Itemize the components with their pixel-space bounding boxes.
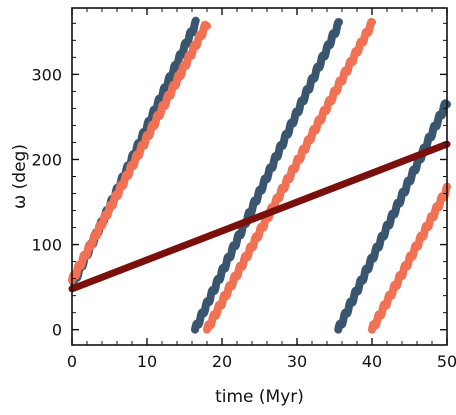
x-tick-label: 50 xyxy=(437,352,456,371)
series-2-segment-1 xyxy=(68,20,211,285)
x-tick-label: 20 xyxy=(212,352,232,371)
series-1-segment-3 xyxy=(334,99,451,334)
series-2-segment-2 xyxy=(203,17,376,334)
y-tick-label: 100 xyxy=(31,236,62,255)
y-tick-label: 300 xyxy=(31,65,62,84)
x-tick-label: 0 xyxy=(67,352,77,371)
series-1-segment-2 xyxy=(191,18,343,334)
series-2-segment-3 xyxy=(368,182,451,334)
x-axis-label: time (Myr) xyxy=(215,387,304,407)
x-tick-label: 40 xyxy=(362,352,382,371)
x-tick-label: 30 xyxy=(287,352,307,371)
x-tick-label: 10 xyxy=(137,352,157,371)
ticks-layer: 0 10 20 30 40 50 0 100 200 300 xyxy=(31,8,456,371)
series-3-segment-1 xyxy=(68,140,451,293)
series-layer xyxy=(68,16,451,334)
y-tick-label: 200 xyxy=(31,150,62,169)
y-tick-label: 0 xyxy=(52,321,62,340)
y-axis-label: ω (deg) xyxy=(10,144,30,209)
